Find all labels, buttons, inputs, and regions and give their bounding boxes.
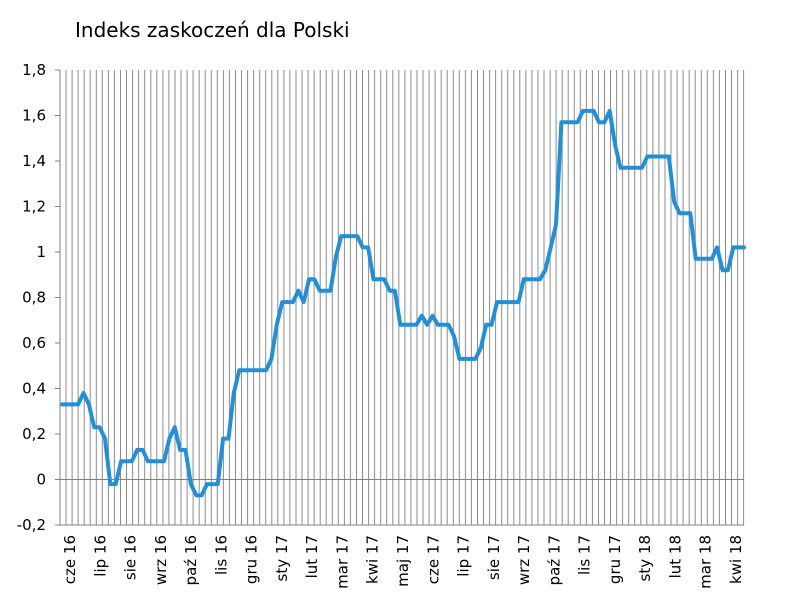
x-tick-label: paź 16 (182, 535, 200, 585)
y-tick-label: 0,4 (22, 380, 46, 398)
grid-lines (59, 70, 745, 525)
x-axis-ticks: cze 16 lip 16 sie 16 wrz 16 paź 16 lis 16 gru … (61, 535, 745, 589)
y-tick-label: 1,6 (22, 107, 46, 125)
series-line (60, 108, 746, 498)
y-tick-label: 0,6 (22, 334, 46, 352)
x-tick-label: lut 17 (303, 535, 321, 578)
chart-title: Indeks zaskoczeń dla Polski (75, 18, 350, 42)
y-tick-label: 0 (36, 471, 46, 489)
x-tick-label: paź 17 (545, 535, 563, 585)
x-tick-label: sie 17 (485, 535, 503, 580)
y-tick-label: -0,2 (17, 516, 46, 534)
x-tick-label: sty 18 (636, 535, 654, 581)
y-tick-label: 0,2 (22, 425, 46, 443)
x-tick-label: lip 17 (455, 535, 473, 577)
y-tick-label: 0,8 (22, 289, 46, 307)
x-tick-label: lis 17 (576, 535, 594, 575)
x-tick-label: sty 17 (273, 535, 291, 581)
y-tick-label: 1,2 (22, 198, 46, 216)
x-tick-label: gru 16 (243, 535, 261, 584)
x-tick-label: lis 16 (212, 535, 230, 575)
y-axis-ticks: 1,8 1,6 1,4 1,2 1 0,8 0,6 0,4 0,2 0 -0,2 (17, 61, 60, 534)
x-tick-label: cze 17 (424, 535, 442, 584)
x-tick-label: lut 18 (667, 535, 685, 578)
y-tick-label: 1 (36, 243, 46, 261)
x-tick-label: mar 17 (334, 535, 352, 589)
x-tick-label: gru 17 (606, 535, 624, 584)
x-tick-label: maj 17 (394, 535, 412, 587)
series-line-group (60, 108, 746, 498)
x-tick-label: wrz 17 (515, 535, 533, 585)
x-tick-label: kwi 17 (364, 535, 382, 584)
x-tick-label: cze 16 (61, 535, 79, 584)
x-tick-label: lip 16 (91, 535, 109, 577)
x-tick-label: kwi 18 (727, 535, 745, 584)
y-tick-label: 1,4 (22, 152, 46, 170)
y-tick-label: 1,8 (22, 61, 46, 79)
x-tick-label: sie 16 (122, 535, 140, 580)
x-tick-label: mar 18 (697, 535, 715, 589)
x-tick-label: wrz 16 (152, 535, 170, 585)
